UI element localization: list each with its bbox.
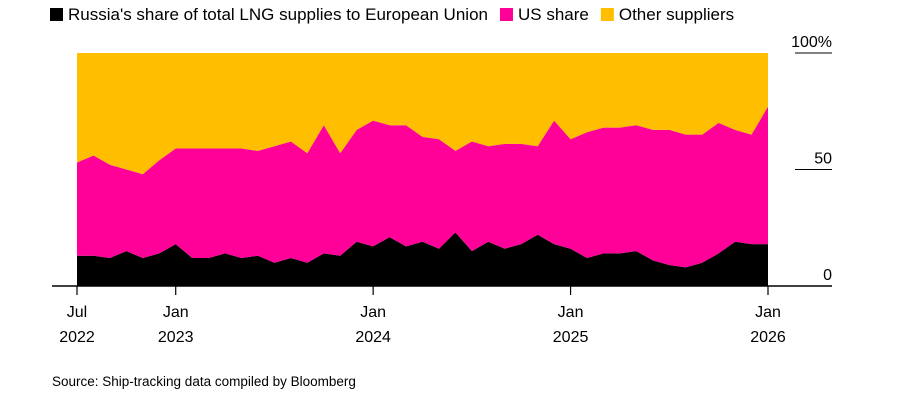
x-tick-label-1: Jan [163, 304, 189, 321]
y-tick-label-1: 50 [814, 151, 832, 168]
y-axis: 100% 50 0 [791, 34, 832, 284]
legend-swatch-0 [50, 8, 63, 21]
x-tick-label-2: Jan [360, 304, 386, 321]
x-tick-label-3: Jan [558, 304, 584, 321]
legend-label-0: Russia's share of total LNG supplies to … [68, 5, 488, 24]
x-tick-year-1: 2023 [158, 329, 194, 346]
legend: Russia's share of total LNG supplies to … [50, 5, 734, 24]
x-tick-year-4: 2026 [750, 329, 786, 346]
x-axis: Jul 2022 Jan 2023 Jan 2024 Jan 2025 Jan 2026 [52, 285, 832, 346]
x-tick-label-4: Jan [755, 304, 781, 321]
area-series-2 [77, 53, 768, 175]
source-note: Source: Ship-tracking data compiled by B… [52, 374, 356, 389]
area-series-0 [77, 232, 768, 286]
x-tick-year-2: 2024 [355, 329, 391, 346]
y-tick-label-0: 100% [791, 34, 832, 51]
legend-swatch-2 [600, 8, 614, 21]
x-tick-year-3: 2025 [553, 329, 589, 346]
x-tick-year-0: 2022 [59, 329, 95, 346]
legend-label-1: US share [518, 5, 589, 24]
y-tick-label-2: 0 [823, 267, 832, 284]
area-series-1 [77, 106, 768, 268]
stacked-areas [77, 53, 768, 286]
legend-label-2: Other suppliers [619, 5, 734, 24]
legend-swatch-1 [499, 8, 513, 21]
x-tick-label-0: Jul [67, 304, 87, 321]
